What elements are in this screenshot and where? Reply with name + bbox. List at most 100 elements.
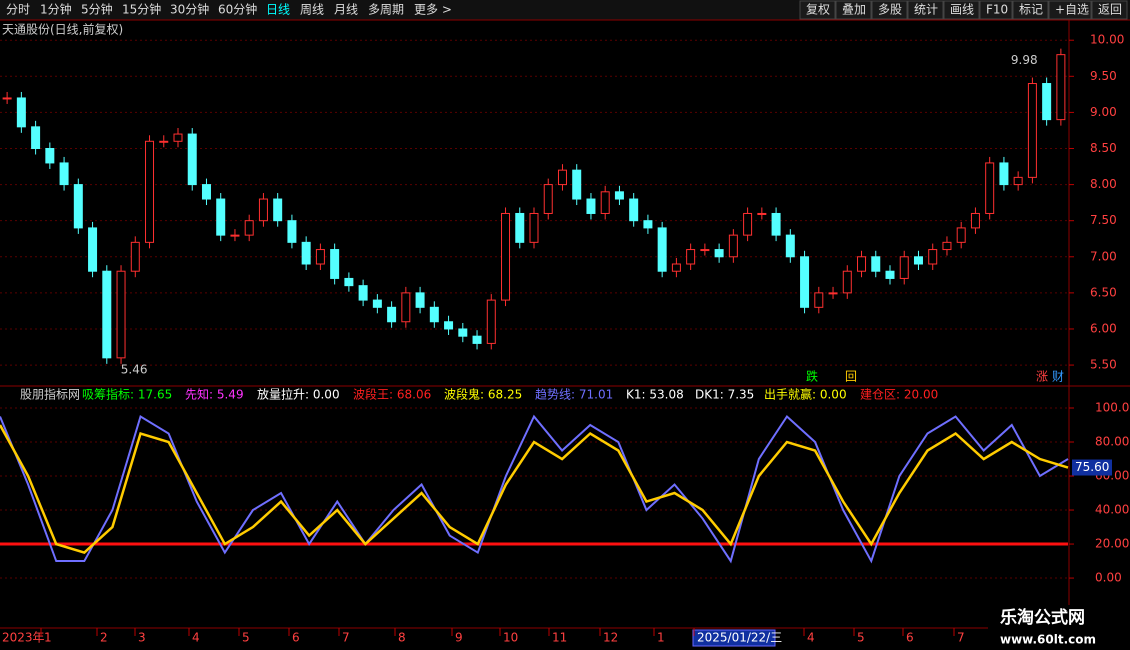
signal-marker: 财 [1052, 370, 1064, 384]
watermark-url: www.60lt.com [1000, 633, 1096, 647]
candle [956, 227, 966, 243]
candle [842, 270, 852, 294]
toolbar-tab[interactable]: 周线 [300, 3, 324, 17]
price-tick-label: 10.00 [1090, 33, 1124, 47]
toolbar-button[interactable]: 复权 [806, 3, 830, 17]
candle [444, 321, 454, 330]
x-tick-label: 4 [807, 631, 815, 645]
watermark-bg [988, 605, 1130, 650]
indicator-value: 波段王: 68.06 [353, 387, 431, 402]
indicator-value: 放量拉升: 0.00 [257, 387, 340, 402]
toolbar-tab[interactable]: 更多 > [414, 3, 452, 17]
candle [757, 212, 767, 215]
toolbar-button-bg [907, 0, 944, 20]
price-tick-label: 9.00 [1090, 105, 1117, 119]
indicator-tick-label: 40.00 [1095, 503, 1129, 517]
candle [273, 198, 283, 222]
toolbar-tab[interactable]: 30分钟 [170, 2, 209, 17]
toolbar-button[interactable]: 画线 [950, 3, 974, 17]
toolbar-button[interactable]: 标记 [1019, 3, 1043, 17]
toolbar-tab[interactable]: 多周期 [368, 3, 404, 17]
candle [657, 227, 667, 272]
indicator-value: K1: 53.08 [626, 388, 684, 402]
indicator-value: 先知: 5.49 [185, 388, 244, 402]
candle [88, 227, 98, 272]
indicator-value: 趋势线: 71.01 [535, 388, 613, 402]
toolbar-button[interactable]: 多股 [878, 3, 902, 17]
candle [543, 184, 553, 214]
candle [301, 241, 311, 265]
candle [31, 126, 41, 149]
indicator-tick-label: 0.00 [1095, 571, 1122, 585]
candle [401, 292, 411, 323]
candle [2, 97, 12, 100]
candle [614, 191, 624, 200]
x-tick-label: 7 [957, 631, 965, 645]
toolbar-button[interactable]: +自选 [1055, 3, 1089, 17]
toolbar-tab[interactable]: 15分钟 [122, 2, 161, 17]
price-tick-label: 8.50 [1090, 141, 1117, 155]
toolbar-tab[interactable]: 1分钟 [40, 2, 72, 17]
signal-marker: 回 [845, 370, 857, 384]
indicator-value: 建仓区: 20.00 [860, 388, 938, 402]
stock-title: 天通股份(日线,前复权) [2, 22, 123, 37]
x-tick-label: 4 [192, 631, 200, 645]
candle [999, 162, 1009, 186]
toolbar-button-bg [1012, 0, 1049, 20]
toolbar-tab[interactable]: 日线 [266, 3, 290, 17]
candle [45, 147, 55, 164]
toolbar-button[interactable]: 叠加 [842, 3, 866, 17]
candle [344, 277, 354, 287]
toolbar-button[interactable]: F10 [986, 3, 1008, 17]
price-tick-label: 9.50 [1090, 69, 1117, 83]
x-tick-label: 6 [292, 631, 300, 645]
candle [686, 249, 696, 265]
toolbar-button[interactable]: 统计 [914, 3, 938, 17]
x-tick-label: 3 [138, 631, 146, 645]
watermark: 乐淘公式网 [1000, 607, 1085, 628]
toolbar-button[interactable]: 返回 [1098, 3, 1122, 17]
toolbar-button-bg [943, 0, 980, 20]
toolbar-button-bg [871, 0, 908, 20]
x-tick-label: 11 [552, 631, 567, 645]
toolbar-button-bg [1091, 0, 1128, 20]
candle [771, 212, 781, 236]
candle [572, 169, 582, 200]
candle [985, 162, 995, 214]
indicator-tick-label: 20.00 [1095, 537, 1129, 551]
price-tick-label: 8.00 [1090, 177, 1117, 191]
toolbar-tab[interactable]: 60分钟 [218, 2, 257, 17]
toolbar-tab[interactable]: 分时 [6, 3, 30, 17]
price-tick-label: 7.00 [1090, 249, 1117, 263]
candle [201, 184, 211, 200]
toolbar-tab[interactable]: 月线 [334, 3, 358, 17]
candle [529, 212, 539, 243]
candle [372, 299, 382, 308]
current-value: 75.60 [1075, 460, 1109, 474]
candle [885, 270, 895, 279]
indicator-tick-label: 100.0 [1095, 400, 1129, 414]
x-tick-label: 2 [100, 631, 108, 645]
candle [857, 256, 867, 272]
toolbar-tab[interactable]: 5分钟 [81, 2, 113, 17]
indicator-name: 股朋指标网 [20, 387, 80, 402]
candle [928, 249, 938, 265]
x-tick-label: 5 [242, 631, 250, 645]
candle [814, 292, 824, 308]
x-tick-label: 10 [503, 631, 518, 645]
candle [187, 133, 197, 186]
band-line [0, 424, 1069, 554]
candle [230, 234, 240, 237]
signal-marker: 跌 [806, 369, 818, 384]
candle [643, 220, 653, 229]
indicator-value: 波段鬼: 68.25 [444, 387, 522, 402]
candle [785, 234, 795, 258]
candle [244, 220, 254, 236]
price-tick-label: 6.50 [1090, 285, 1117, 299]
current-value-bg [1072, 459, 1112, 476]
candle [315, 249, 325, 265]
candle [116, 270, 126, 359]
high-label: 9.98 [1011, 53, 1038, 67]
x-tick-label: 2025/01/22/三 [697, 631, 782, 645]
candle [458, 328, 468, 337]
